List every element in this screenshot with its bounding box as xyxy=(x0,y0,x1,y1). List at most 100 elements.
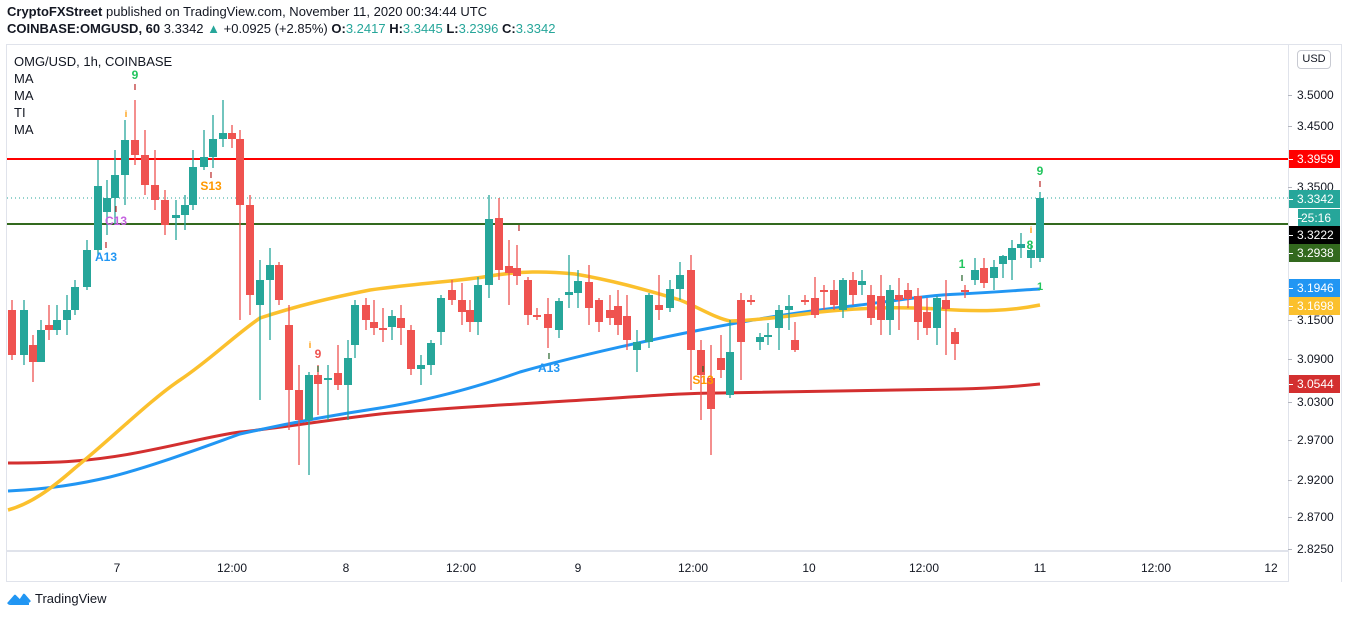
candle-body xyxy=(103,198,111,212)
price-tick-label: 2.9700 xyxy=(1288,432,1340,448)
candle-body xyxy=(37,330,45,362)
candle-body xyxy=(458,300,466,312)
candle-body xyxy=(895,295,903,300)
candle-body xyxy=(990,267,998,278)
candle-body xyxy=(370,322,378,328)
candle-body xyxy=(756,337,764,342)
candle-body xyxy=(717,358,725,370)
candle-body xyxy=(29,345,37,362)
time-tick-label: 7 xyxy=(113,561,121,575)
candle-body xyxy=(172,215,180,218)
ma-blue-line xyxy=(7,287,1041,493)
candle-body xyxy=(275,265,283,300)
candle-body xyxy=(1027,250,1035,258)
candle-body xyxy=(1017,244,1025,248)
ma-yellow-price-badge: 3.1698 xyxy=(1289,297,1340,315)
legend-item-ma[interactable]: MA xyxy=(14,71,34,86)
candle-body xyxy=(505,266,513,273)
candle-body xyxy=(687,270,695,350)
legend-item-ma[interactable]: MA xyxy=(14,88,34,103)
candle-body xyxy=(839,280,847,310)
candle-body xyxy=(1008,248,1016,260)
candle-body xyxy=(999,256,1007,264)
ma-red-price-badge: 3.0544 xyxy=(1289,375,1340,393)
symbol-name: COINBASE:OMGUSD, 60 xyxy=(7,21,161,36)
candle-body xyxy=(189,167,197,205)
td-annotation: I xyxy=(210,171,212,180)
chart-legend: OMG/USD, 1h, COINBASE MA MA TI MA xyxy=(14,53,172,138)
candle-body xyxy=(1036,198,1044,258)
time-axis[interactable] xyxy=(6,550,1289,582)
candle-body xyxy=(362,305,370,320)
candle-body xyxy=(666,289,674,308)
tradingview-logo[interactable]: TradingView xyxy=(7,591,107,606)
candle-body xyxy=(20,310,28,355)
countdown-badge: 25:16 xyxy=(1298,209,1340,227)
candle-body xyxy=(94,186,102,250)
candle-body xyxy=(830,290,838,305)
currency-button[interactable]: USD xyxy=(1297,50,1331,69)
candle-body xyxy=(417,365,425,369)
candle-body xyxy=(942,300,950,309)
candle-body xyxy=(256,280,264,305)
candle-body xyxy=(585,282,593,308)
price-tick-label: 3.0300 xyxy=(1288,394,1340,410)
candle-body xyxy=(849,280,857,295)
candle-body xyxy=(397,318,405,328)
close-label: C: xyxy=(501,21,516,36)
td-annotation: I xyxy=(961,274,963,283)
candle-body xyxy=(427,343,435,365)
candle-body xyxy=(63,310,71,320)
published-text: published on TradingView.com, November 1… xyxy=(105,4,488,19)
td-annotation: A13 xyxy=(95,250,117,264)
candle-body xyxy=(45,325,53,330)
candle-body xyxy=(295,390,303,420)
candle-body xyxy=(904,290,912,299)
candle-body xyxy=(933,298,941,328)
td-annotation: I xyxy=(115,205,117,214)
candle-body xyxy=(726,352,734,395)
candle-body xyxy=(474,285,482,322)
candle-body xyxy=(200,157,208,167)
candle-body xyxy=(801,300,809,302)
high-label: H: xyxy=(389,21,403,36)
candle-body xyxy=(236,139,244,205)
td-annotation: S13 xyxy=(692,373,714,387)
legend-item-ma[interactable]: MA xyxy=(14,122,34,137)
high-value: 3.3445 xyxy=(402,21,443,36)
price-change: +0.0925 (+2.85%) xyxy=(223,21,328,36)
candle-body xyxy=(886,290,894,320)
time-tick-label: 12:00 xyxy=(677,561,709,575)
chart-pane[interactable] xyxy=(6,44,1289,552)
resistance-price-badge: 3.3959 xyxy=(1289,150,1340,168)
legend-item-ti[interactable]: TI xyxy=(14,105,26,120)
candle-body xyxy=(448,290,456,300)
candle-body xyxy=(324,378,332,380)
candle-body xyxy=(524,280,532,315)
candle-body xyxy=(131,140,139,155)
candle-body xyxy=(111,175,119,198)
support-price-badge: 3.2938 xyxy=(1289,244,1340,262)
candle-body xyxy=(614,306,622,325)
candle-body xyxy=(209,139,217,157)
time-tick-label: 12:00 xyxy=(908,561,940,575)
close-value: 3.3342 xyxy=(515,21,556,36)
td-annotation: 1 xyxy=(1037,281,1043,293)
candle-body xyxy=(980,268,988,283)
price-tick-label: 2.9200 xyxy=(1288,472,1340,488)
candle-body xyxy=(71,287,79,310)
candle-body xyxy=(951,332,959,344)
candle-body xyxy=(595,300,603,322)
low-label: L: xyxy=(446,21,459,36)
publish-info: CryptoFXStreet published on TradingView.… xyxy=(7,4,487,20)
candle-body xyxy=(858,281,866,285)
open-value: 3.2417 xyxy=(345,21,386,36)
candle-body xyxy=(961,290,969,292)
price-axis[interactable] xyxy=(1288,44,1342,582)
candle-body xyxy=(305,375,313,420)
candle-body xyxy=(228,133,236,139)
td-annotation: A13 xyxy=(538,361,560,375)
td-annotation: I xyxy=(518,224,520,233)
candle-body xyxy=(775,310,783,328)
